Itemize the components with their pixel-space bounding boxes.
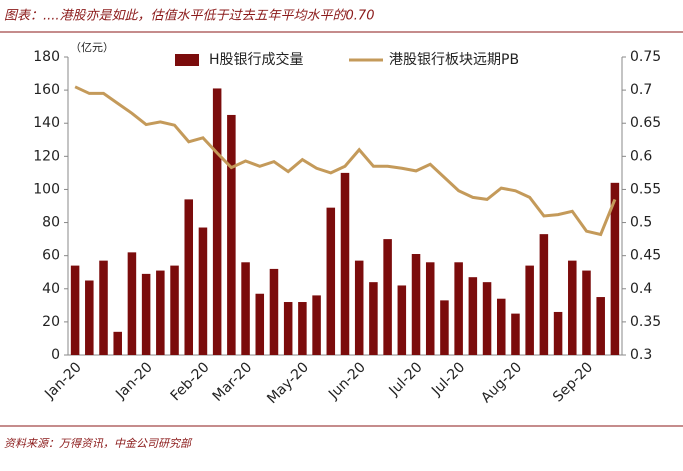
y2-tick-label: 0.35	[630, 314, 661, 330]
bar	[582, 270, 591, 355]
bar	[397, 285, 407, 355]
y-tick-label: 180	[33, 49, 60, 65]
bar	[553, 311, 563, 355]
chart-title: 图表：....港股亦是如此，估值水平低于过去五年平均水平的0.70	[4, 8, 374, 24]
bar	[212, 88, 222, 355]
y2-tick-label: 0.4	[630, 281, 652, 297]
bar	[298, 302, 307, 355]
bar	[198, 227, 208, 355]
bar	[241, 262, 250, 355]
y2-tick-label: 0.75	[630, 49, 661, 65]
bar	[610, 182, 620, 355]
y-tick-label: 60	[42, 248, 60, 264]
bar	[269, 268, 279, 355]
legend-swatch	[175, 54, 199, 66]
x-tick-label: May-20	[264, 359, 312, 407]
x-tick-label: Jul-20	[386, 359, 426, 399]
bar	[454, 262, 463, 355]
x-tick-label: Feb-20	[168, 359, 213, 404]
bar	[383, 239, 392, 355]
bar	[539, 234, 549, 355]
y-tick-label: 100	[33, 181, 60, 197]
y-tick-label: 80	[42, 215, 60, 231]
y-axis-unit: （亿元）	[70, 41, 114, 54]
y-tick-label: 20	[42, 314, 60, 330]
bar	[440, 300, 449, 355]
bar	[127, 252, 137, 355]
y2-tick-label: 0.45	[630, 248, 661, 264]
legend-label: H股银行成交量	[209, 51, 304, 68]
bar	[596, 297, 605, 355]
y-tick-label: 120	[33, 148, 60, 164]
bar	[468, 277, 478, 355]
y-tick-label: 40	[42, 281, 60, 297]
y2-tick-label: 0.65	[630, 115, 661, 131]
x-tick-label: Aug-20	[478, 359, 525, 406]
x-tick-label: Jun-20	[325, 359, 369, 403]
bar	[99, 260, 108, 355]
y2-tick-label: 0.3	[630, 347, 652, 363]
y2-tick-label: 0.55	[630, 181, 661, 197]
bar	[170, 265, 179, 355]
bar	[312, 295, 321, 355]
legend-label: 港股银行板块远期PB	[389, 52, 519, 68]
y-tick-label: 160	[33, 82, 60, 98]
bar	[354, 260, 364, 355]
bar	[113, 331, 122, 355]
bar	[156, 270, 165, 355]
bar	[85, 280, 94, 355]
bar	[496, 298, 506, 355]
bar	[369, 282, 378, 355]
x-tick-label: Mar-20	[210, 359, 256, 405]
x-tick-label: Jan-20	[41, 359, 84, 402]
line	[74, 85, 617, 237]
bar	[411, 254, 421, 355]
bar	[482, 282, 492, 355]
y2-tick-label: 0.6	[630, 148, 652, 164]
bar	[227, 114, 236, 355]
bar	[283, 302, 293, 355]
y2-tick-label: 0.5	[630, 215, 652, 231]
bar	[326, 207, 336, 355]
source: 资料来源：万得资讯，中金公司研究部	[4, 437, 193, 450]
bar	[70, 265, 80, 355]
x-tick-label: Sep-20	[550, 359, 596, 405]
bar	[141, 273, 151, 355]
bar	[425, 262, 435, 355]
x-tick-label: Jul-20	[428, 359, 468, 399]
bar	[184, 199, 194, 355]
bar	[340, 172, 350, 355]
x-tick-label: Jan-20	[112, 359, 155, 402]
y-tick-label: 140	[33, 115, 60, 131]
y-tick-label: 0	[51, 347, 60, 363]
bar	[255, 293, 265, 355]
y2-tick-label: 0.7	[630, 82, 652, 98]
bar	[511, 313, 520, 355]
bar	[525, 265, 534, 355]
bar	[568, 260, 577, 355]
